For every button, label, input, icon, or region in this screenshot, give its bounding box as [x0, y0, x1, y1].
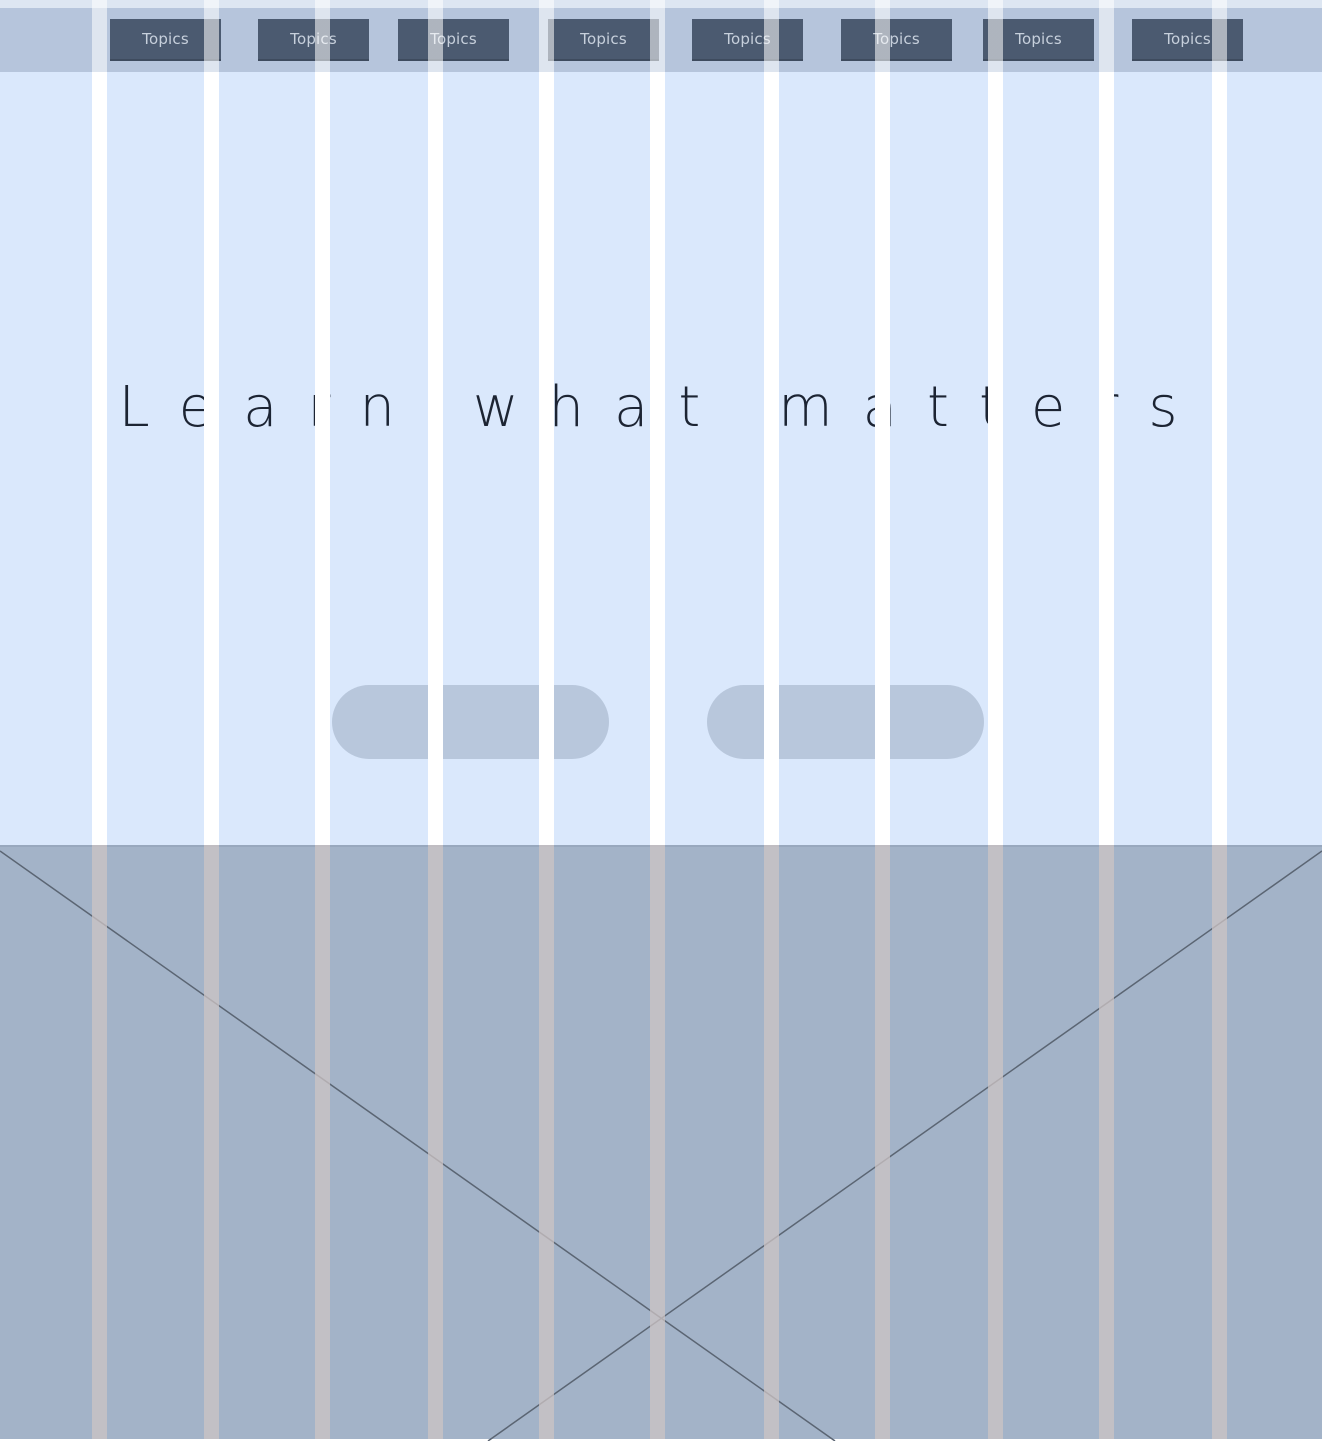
nav-topics-8[interactable]: Topics: [1132, 19, 1243, 61]
hero-secondary-button[interactable]: [707, 685, 984, 759]
hero-primary-button[interactable]: [332, 685, 609, 759]
hero-section: Learn what matters: [0, 72, 1322, 845]
nav-topics-2[interactable]: Topics: [258, 19, 369, 61]
nav-topics-5[interactable]: Topics: [692, 19, 803, 61]
page-right-edge: [1322, 0, 1326, 1439]
nav-topics-6[interactable]: Topics: [841, 19, 952, 61]
nav-topics-4[interactable]: Topics: [548, 19, 659, 61]
top-edge: [0, 0, 1322, 8]
image-placeholder-cross-icon: [0, 850, 1322, 1441]
hero-title: Learn what matters: [118, 375, 1208, 440]
nav-topics-1[interactable]: Topics: [110, 19, 221, 61]
nav-topics-7[interactable]: Topics: [983, 19, 1094, 61]
image-placeholder: [0, 845, 1322, 1441]
nav-topics-3[interactable]: Topics: [398, 19, 509, 61]
